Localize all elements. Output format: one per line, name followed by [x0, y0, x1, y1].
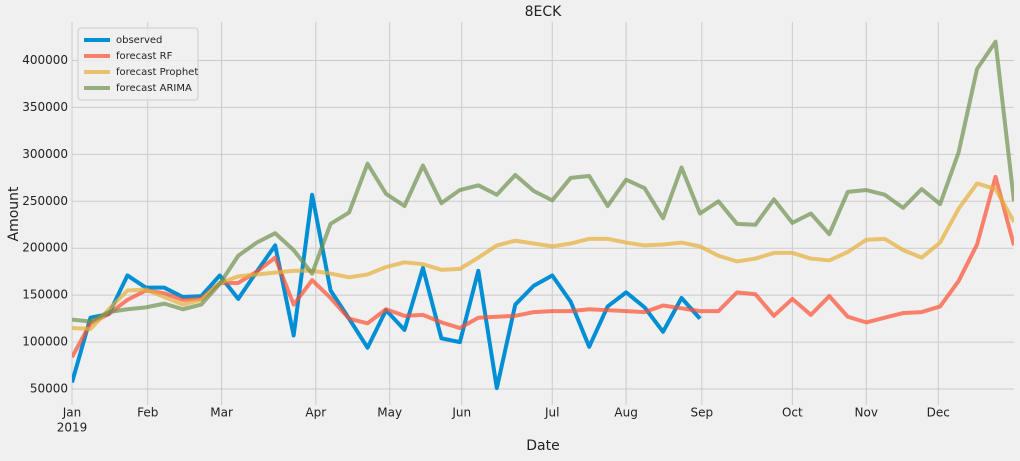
- y-axis-label: Amount: [6, 186, 22, 242]
- x-tick-label: May: [377, 406, 402, 420]
- series-line: [72, 181, 1014, 331]
- legend-label: observed: [116, 35, 162, 46]
- x-tick-label: Jul: [544, 406, 559, 420]
- y-tick-label: 400000: [22, 53, 68, 67]
- x-tick-label: Nov: [855, 406, 878, 420]
- legend-label: forecast RF: [116, 51, 173, 62]
- x-tick-label: Sep: [691, 406, 714, 420]
- y-tick-label: 50000: [30, 382, 68, 396]
- x-tick-label: Dec: [927, 406, 950, 420]
- x-tick-label: Jan: [62, 406, 82, 420]
- y-tick-label: 150000: [22, 288, 68, 302]
- legend-box: [77, 27, 199, 101]
- x-tick-label: Feb: [137, 406, 158, 420]
- y-tick-label: 300000: [22, 147, 68, 161]
- y-tick-label: 200000: [22, 241, 68, 255]
- series-line: [72, 39, 1014, 324]
- y-tick-label: 250000: [22, 194, 68, 208]
- chart-title: 8ECK: [525, 4, 563, 20]
- x-tick-year: 2019: [57, 421, 88, 435]
- x-tick-label: Jun: [451, 406, 471, 420]
- x-tick-label: Oct: [782, 406, 803, 420]
- series-line: [72, 174, 1014, 359]
- legend-label: forecast ARIMA: [116, 83, 192, 94]
- x-axis-label: Date: [526, 438, 559, 454]
- plot: [72, 39, 1014, 391]
- x-tick-label: Mar: [210, 406, 233, 420]
- legend-label: forecast Prophet: [116, 67, 198, 78]
- x-tick-label: Apr: [305, 406, 326, 420]
- x-tick-label: Aug: [614, 406, 637, 420]
- y-tick-label: 100000: [22, 335, 68, 349]
- y-tick-label: 350000: [22, 100, 68, 114]
